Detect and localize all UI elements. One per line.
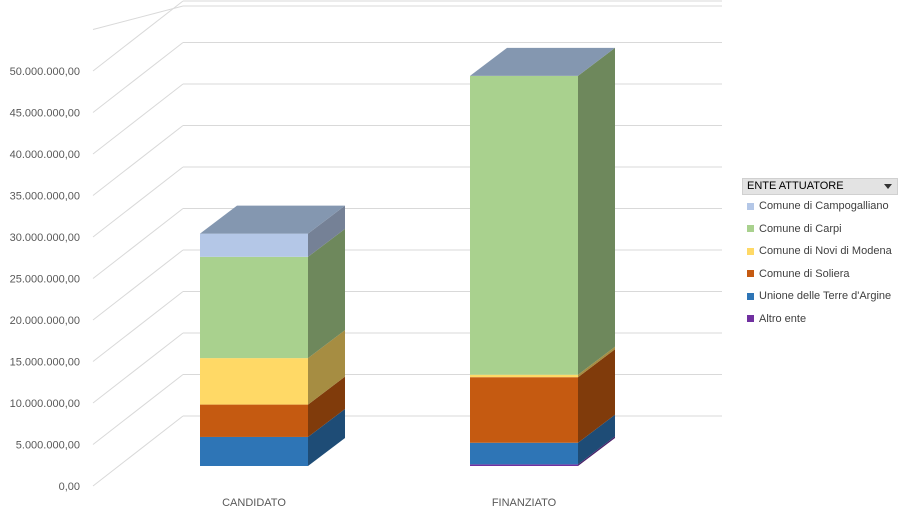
y-tick-label: 40.000.000,00 <box>10 149 80 161</box>
legend-item[interactable]: Comune di Novi di Modena <box>742 240 898 263</box>
bar-segment-front <box>200 436 308 466</box>
legend-title: ENTE ATTUATORE <box>747 180 844 192</box>
legend-filter-button[interactable]: ENTE ATTUATORE <box>742 178 898 195</box>
y-tick-label: 30.000.000,00 <box>10 232 80 244</box>
gridlines <box>92 0 722 487</box>
y-tick-label: 10.000.000,00 <box>10 398 80 410</box>
legend-label: Unione delle Terre d'Argine <box>759 290 892 303</box>
y-axis-ticks: 0,00 5.000.000,00 10.000.000,00 15.000.000,… <box>10 66 80 493</box>
bar-segment-side <box>308 228 345 359</box>
bar-stacks <box>200 47 615 466</box>
legend-swatch <box>747 247 754 255</box>
legend-swatch <box>747 315 754 323</box>
legend-label: Comune di Soliera <box>759 267 850 280</box>
y-tick-label: 5.000.000,00 <box>16 440 80 452</box>
gridline-side <box>92 125 184 196</box>
y-tick-label: 45.000.000,00 <box>10 108 80 120</box>
bar-top-face <box>200 205 345 234</box>
gridline-side <box>92 0 184 72</box>
bar-segment-side <box>578 346 615 378</box>
y-tick-label: 20.000.000,00 <box>10 315 80 327</box>
legend-item[interactable]: Comune di Campogalliano <box>742 195 898 218</box>
y-tick-label: 35.000.000,00 <box>10 191 80 203</box>
legend-item[interactable]: Altro ente <box>742 308 898 331</box>
legend-label: Comune di Novi di Modena <box>759 245 892 258</box>
legend-item[interactable]: Comune di Carpi <box>742 218 898 241</box>
y-tick-label: 0,00 <box>59 481 80 493</box>
bar-segment-side <box>578 414 615 465</box>
gridline-side <box>92 83 184 155</box>
gridline-side <box>92 332 184 404</box>
x-category-label: CANDIDATO <box>222 497 286 509</box>
gridline-side <box>92 374 184 445</box>
gridline-side <box>92 42 184 113</box>
bar-segment-side <box>308 376 345 437</box>
legend-swatch <box>747 270 754 278</box>
bar-segment-front <box>200 404 308 437</box>
bar-segment-side <box>308 205 345 257</box>
bar-segment-front <box>200 256 308 359</box>
x-category-label: FINANZIATO <box>492 497 557 509</box>
bar-segment-front <box>200 233 308 257</box>
legend-item[interactable]: Unione delle Terre d'Argine <box>742 285 898 308</box>
bar-segment-front <box>200 358 308 405</box>
gridline-side <box>92 415 184 487</box>
legend-swatch <box>747 292 754 300</box>
bar-segment-side <box>578 349 615 443</box>
gridline-side <box>92 249 184 321</box>
legend: ENTE ATTUATORE Comune di Campogalliano Co… <box>742 178 898 330</box>
gridline-side <box>92 5 184 30</box>
y-tick-label: 15.000.000,00 <box>10 357 80 369</box>
bar-segment-side <box>308 408 345 466</box>
x-axis-categories: CANDIDATO FINANZIATO <box>222 497 557 509</box>
bar-top-face <box>470 47 615 76</box>
legend-swatch <box>747 225 754 233</box>
gridline-side <box>92 166 184 238</box>
y-tick-label: 50.000.000,00 <box>10 66 80 78</box>
bar-segment-front <box>470 377 578 443</box>
bar-segment-front <box>470 374 578 378</box>
bar-segment-front <box>470 75 578 375</box>
bar-segment-side <box>578 436 615 466</box>
legend-label: Comune di Campogalliano <box>759 200 889 213</box>
gridline-side <box>92 291 184 362</box>
bar-segment-front <box>470 442 578 465</box>
gridline-side <box>92 208 184 279</box>
y-tick-label: 25.000.000,00 <box>10 274 80 286</box>
bar-segment-side <box>308 330 345 405</box>
legend-label: Comune di Carpi <box>759 222 842 235</box>
dropdown-arrow-icon[interactable] <box>884 184 892 189</box>
bar-segment-front <box>470 464 578 466</box>
bar-segment-side <box>578 47 615 375</box>
legend-swatch <box>747 202 754 210</box>
legend-item[interactable]: Comune di Soliera <box>742 263 898 286</box>
legend-items: Comune di Campogalliano Comune di Carpi Co… <box>742 195 898 330</box>
legend-label: Altro ente <box>759 312 807 325</box>
